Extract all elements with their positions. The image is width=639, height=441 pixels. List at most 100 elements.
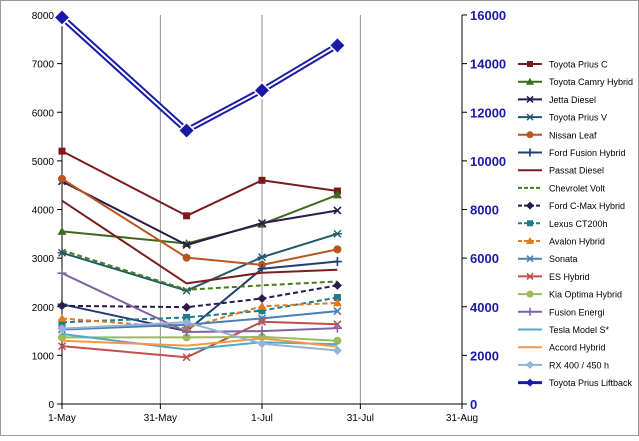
data-point bbox=[333, 206, 342, 215]
legend-item: Sonata bbox=[518, 254, 578, 264]
series-group bbox=[57, 317, 342, 356]
data-point bbox=[182, 240, 191, 250]
legend-label: Fusion Energi bbox=[549, 307, 605, 317]
series-line bbox=[61, 296, 338, 324]
legend-swatch-marker bbox=[526, 131, 534, 139]
data-point bbox=[57, 313, 67, 322]
legend-label: Sonata bbox=[549, 254, 578, 264]
data-point bbox=[58, 147, 66, 155]
series-group bbox=[58, 294, 341, 326]
data-point bbox=[182, 253, 191, 262]
legend-label: Kia Optima Hybrid bbox=[549, 290, 622, 300]
legend-swatch-marker bbox=[526, 201, 534, 210]
series-group bbox=[61, 199, 338, 285]
legend-label: Ford Fusion Hybrid bbox=[549, 148, 626, 158]
data-point bbox=[258, 307, 266, 315]
legend-swatch-marker bbox=[526, 95, 534, 103]
legend-swatch-marker bbox=[527, 220, 533, 227]
series-group bbox=[57, 298, 342, 332]
data-point bbox=[332, 257, 342, 267]
y-right-tick-label: 16000 bbox=[470, 8, 506, 23]
data-point bbox=[57, 342, 67, 351]
series-line bbox=[61, 310, 338, 331]
y-right-tick-label: 14000 bbox=[470, 57, 506, 72]
data-point bbox=[333, 245, 342, 254]
legend-label: Ford C-Max Hybrid bbox=[549, 201, 625, 211]
legend-swatch-marker bbox=[526, 307, 534, 316]
data-point bbox=[182, 317, 192, 327]
legend-label: Accord Hybrid bbox=[549, 343, 606, 353]
x-tick-label: 31-Jul bbox=[347, 413, 374, 424]
data-point bbox=[332, 190, 342, 199]
series-line bbox=[61, 337, 338, 348]
legend-item: Ford C-Max Hybrid bbox=[518, 201, 625, 211]
legend-label: Toyota Prius C bbox=[549, 60, 608, 70]
legend-swatch-marker bbox=[526, 77, 534, 85]
data-point bbox=[332, 280, 342, 290]
series-group bbox=[52, 8, 347, 140]
legend-swatch-marker bbox=[526, 360, 534, 369]
legend-item: ES Hybrid bbox=[518, 272, 590, 282]
y-right-tick-label: 12000 bbox=[470, 105, 506, 120]
data-point bbox=[257, 326, 267, 336]
x-tick-label: 1-May bbox=[48, 413, 76, 424]
data-point bbox=[183, 313, 191, 321]
y-left-tick-label: 3000 bbox=[32, 254, 55, 265]
data-point bbox=[332, 298, 342, 307]
data-point bbox=[333, 294, 341, 302]
y-right-tick-label: 0 bbox=[470, 397, 477, 412]
legend-item: Ford Fusion Hybrid bbox=[518, 148, 626, 158]
data-point bbox=[182, 302, 192, 312]
data-point bbox=[257, 317, 267, 326]
series-line bbox=[61, 180, 338, 246]
data-point bbox=[257, 301, 267, 310]
legend-item: Fusion Energi bbox=[518, 307, 605, 317]
legend-label: Toyota Camry Hybrid bbox=[549, 77, 633, 87]
legend-item: Lexus CT200h bbox=[518, 219, 608, 229]
legend-label: Passat Diesel bbox=[549, 166, 604, 176]
data-point bbox=[57, 226, 67, 235]
legend-item: Toyota Prius V bbox=[518, 113, 607, 123]
data-point bbox=[332, 229, 342, 238]
legend-item: Passat Diesel bbox=[518, 166, 604, 176]
x-tick-label: 31-May bbox=[144, 413, 177, 424]
legend-label: Toyota Prius V bbox=[549, 113, 607, 123]
legend-item: Toyota Prius C bbox=[518, 60, 608, 70]
legend-label: Chevrolet Volt bbox=[549, 183, 606, 193]
y-left-tick-label: 7000 bbox=[32, 60, 55, 71]
series-group bbox=[57, 268, 342, 337]
series-line bbox=[61, 199, 338, 285]
legend-swatch-marker bbox=[527, 61, 533, 67]
y-right-tick-label: 8000 bbox=[470, 203, 499, 218]
legend-swatch-marker bbox=[526, 255, 534, 263]
data-point bbox=[182, 333, 191, 342]
legend-item: Jetta Diesel bbox=[518, 95, 596, 105]
data-point bbox=[258, 176, 266, 184]
legend-item: Accord Hybrid bbox=[518, 343, 606, 353]
data-point-core bbox=[333, 41, 342, 50]
data-point bbox=[257, 253, 267, 262]
series-line bbox=[61, 150, 338, 217]
series-line bbox=[61, 272, 338, 333]
legend-label: Toyota Prius Liftback bbox=[549, 378, 633, 388]
series-line-inner bbox=[61, 16, 338, 132]
legend-item: Toyota Camry Hybrid bbox=[518, 77, 633, 87]
legend-label: RX 400 / 450 h bbox=[549, 360, 609, 370]
data-point bbox=[257, 339, 267, 349]
data-point bbox=[183, 212, 191, 220]
data-point bbox=[257, 314, 267, 323]
legend-swatch-marker bbox=[526, 237, 534, 244]
legend-swatch-marker bbox=[526, 148, 534, 157]
y-left-tick-label: 6000 bbox=[32, 108, 55, 119]
legend-label: Avalon Hybrid bbox=[549, 237, 605, 247]
data-point-core bbox=[58, 13, 66, 22]
series-line bbox=[61, 284, 338, 309]
y-right-tick-label: 10000 bbox=[470, 154, 506, 169]
legend-label: ES Hybrid bbox=[549, 272, 590, 282]
y-left-tick-label: 0 bbox=[48, 400, 54, 411]
data-point bbox=[58, 333, 66, 342]
data-point bbox=[182, 353, 191, 362]
